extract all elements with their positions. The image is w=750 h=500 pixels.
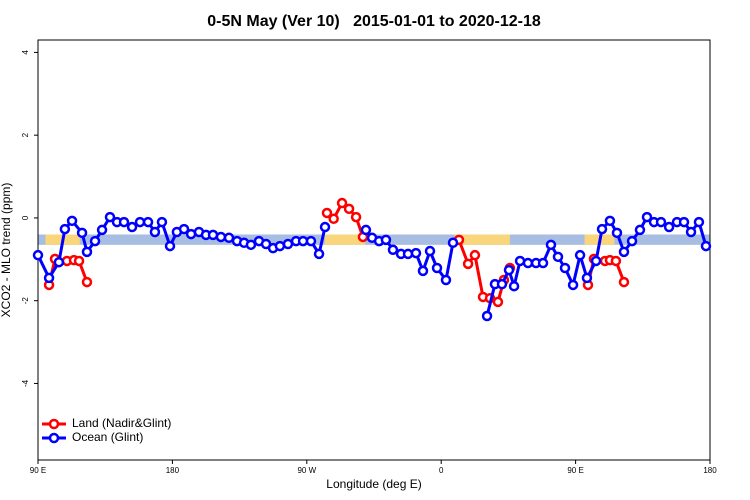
data-point (581, 272, 593, 284)
data-point (81, 246, 93, 258)
data-point (104, 211, 116, 223)
data-point (537, 257, 549, 269)
x-tick-label: 180 (166, 466, 180, 475)
data-point (32, 249, 44, 261)
data-point (596, 223, 608, 235)
data-point (118, 216, 130, 228)
chart-title: 0-5N May (Ver 10) 2015-01-01 to 2020-12-… (207, 13, 541, 30)
data-point (610, 255, 622, 267)
data-point (66, 215, 78, 227)
data-point (574, 249, 586, 261)
legend-marker (48, 418, 60, 430)
data-point (431, 262, 443, 274)
data-point (492, 296, 504, 308)
x-tick-label: 90 E (30, 466, 46, 475)
data-point (496, 278, 508, 290)
data-point (663, 221, 675, 233)
data-point (149, 226, 161, 238)
data-point (76, 227, 88, 239)
data-point (655, 216, 667, 228)
data-point (700, 240, 712, 252)
data-point (328, 213, 339, 225)
data-point (274, 240, 286, 252)
x-tick-label: 0 (439, 466, 444, 475)
data-point (164, 240, 176, 252)
plot-frame (37, 39, 711, 461)
x-tick-label: 90 W (297, 466, 316, 475)
data-point (545, 239, 557, 251)
data-point (96, 224, 108, 236)
data-point (223, 232, 235, 244)
y-tick-label: 4 (21, 50, 30, 55)
y-tick-label: -2 (21, 297, 30, 305)
data-point (73, 255, 85, 267)
data-point (626, 235, 638, 247)
data-point (350, 211, 362, 223)
data-point (215, 231, 227, 243)
data-point (43, 272, 55, 284)
data-point (522, 257, 534, 269)
data-point (245, 239, 257, 251)
data-point (53, 256, 65, 268)
data-point (313, 248, 325, 260)
data-point (693, 216, 705, 228)
data-point (590, 255, 602, 267)
data-point (410, 247, 422, 259)
legend-marker (48, 432, 60, 444)
x-tick-label: 180 (703, 466, 717, 475)
data-point (424, 245, 436, 257)
legend-label: Ocean (Glint) (72, 430, 143, 444)
y-tick-label: -4 (21, 379, 30, 387)
data-point (469, 249, 481, 261)
data-point (567, 279, 579, 291)
data-point (481, 310, 493, 322)
data-point (178, 223, 190, 235)
data-point (380, 234, 392, 246)
x-tick-label: 90 E (567, 466, 583, 475)
data-point (360, 224, 372, 236)
data-point (343, 203, 355, 215)
data-point (604, 215, 616, 227)
data-point (134, 216, 146, 228)
data-point (417, 265, 429, 277)
data-point (142, 216, 154, 228)
land-band (324, 234, 366, 245)
data-point (462, 258, 474, 270)
data-point (552, 251, 564, 263)
data-point (678, 216, 690, 228)
data-point (387, 244, 399, 256)
data-point (336, 197, 348, 209)
data-point (618, 246, 630, 258)
data-point (321, 207, 333, 219)
data-point (156, 216, 168, 228)
data-point (89, 235, 101, 247)
x-axis-label: Longitude (deg E) (326, 477, 421, 491)
data-point (503, 264, 515, 276)
y-axis-label: XCO2 - MLO trend (ppm) (0, 183, 13, 318)
data-point (685, 226, 697, 238)
data-point (611, 227, 623, 239)
data-point (282, 238, 294, 250)
data-point (618, 276, 630, 288)
data-point (508, 280, 520, 292)
y-tick-label: 2 (21, 132, 30, 137)
data-point (641, 211, 653, 223)
y-tick-label: 0 (21, 215, 30, 220)
data-point (126, 221, 138, 233)
data-point (59, 223, 71, 235)
data-point (634, 224, 646, 236)
data-point (305, 235, 317, 247)
data-point (81, 276, 93, 288)
data-point (440, 274, 452, 286)
legend-label: Land (Nadir&Glint) (72, 416, 171, 430)
data-point (559, 262, 571, 274)
data-point (319, 221, 331, 233)
land-band (454, 234, 510, 245)
data-point (447, 237, 459, 249)
